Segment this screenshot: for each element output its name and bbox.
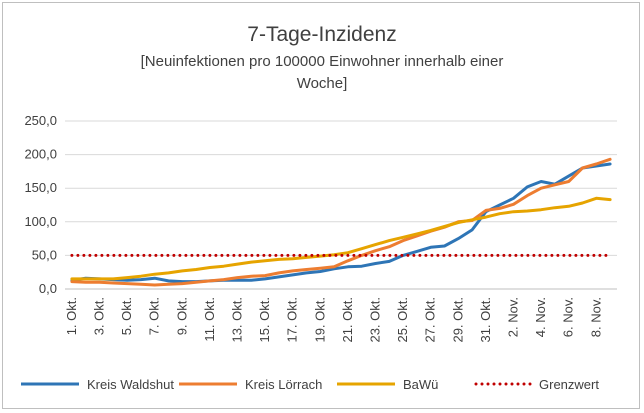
- chart-frame: 7-Tage-Inzidenz [Neuinfektionen pro 1000…: [2, 2, 640, 409]
- legend: Kreis Waldshut Kreis Lörrach BaWü Grenzwert: [21, 377, 599, 392]
- y-tick-label: 50,0: [32, 247, 57, 262]
- x-tick-label: 4. Nov.: [533, 297, 548, 337]
- x-tick-label: 13. Okt.: [230, 297, 245, 343]
- y-axis-ticks: 0,0 50,0 100,0 150,0 200,0 250,0: [24, 113, 57, 296]
- x-tick-label: 27. Okt.: [423, 297, 438, 343]
- series-line-0: [70, 162, 612, 284]
- x-tick-label: 25. Okt.: [395, 297, 410, 343]
- series-line-2: [70, 196, 612, 281]
- legend-label-3: Grenzwert: [539, 377, 599, 392]
- x-tick-label: 7. Okt.: [147, 297, 162, 335]
- legend-label-0: Kreis Waldshut: [87, 377, 174, 392]
- x-tick-label: 29. Okt.: [450, 297, 465, 343]
- chart-subtitle-line2: Woche]: [297, 75, 348, 92]
- x-tick-label: 3. Okt.: [92, 297, 107, 335]
- x-tick-label: 9. Okt.: [174, 297, 189, 335]
- x-tick-label: 2. Nov.: [506, 297, 521, 337]
- x-axis-ticks: 1. Okt. 3. Okt. 5. Okt. 7. Okt. 9. Okt. 11. O…: [64, 297, 603, 343]
- x-tick-label: 8. Nov.: [588, 297, 603, 337]
- x-tick-label: 23. Okt.: [368, 297, 383, 343]
- legend-label-1: Kreis Lörrach: [245, 377, 322, 392]
- x-tick-label: 19. Okt.: [312, 297, 327, 343]
- y-tick-label: 150,0: [24, 180, 57, 195]
- y-tick-label: 100,0: [24, 214, 57, 229]
- y-tick-label: 250,0: [24, 113, 57, 128]
- x-tick-label: 21. Okt.: [340, 297, 355, 343]
- x-tick-label: 6. Nov.: [561, 297, 576, 337]
- x-tick-label: 15. Okt.: [257, 297, 272, 343]
- series-lines: [70, 157, 612, 287]
- y-tick-label: 200,0: [24, 147, 57, 162]
- legend-label-2: BaWü: [403, 377, 438, 392]
- x-tick-label: 31. Okt.: [478, 297, 493, 343]
- x-tick-label: 5. Okt.: [119, 297, 134, 335]
- series-line-1: [70, 157, 612, 287]
- x-tick-label: 1. Okt.: [64, 297, 79, 335]
- chart-title: 7-Tage-Inzidenz: [247, 23, 396, 46]
- line-chart: 7-Tage-Inzidenz [Neuinfektionen pro 1000…: [21, 23, 617, 392]
- x-tick-label: 11. Okt.: [202, 297, 217, 342]
- x-tick-label: 17. Okt.: [285, 297, 300, 343]
- chart-subtitle-line1: [Neuinfektionen pro 100000 Einwohner inn…: [141, 53, 504, 70]
- y-tick-label: 0,0: [39, 281, 57, 296]
